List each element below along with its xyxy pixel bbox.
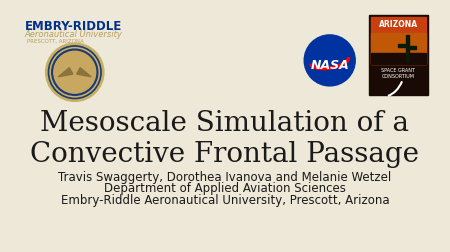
Circle shape xyxy=(304,36,355,86)
Bar xyxy=(409,47,416,49)
Text: ARIZONA: ARIZONA xyxy=(379,20,418,29)
Bar xyxy=(398,45,405,48)
Polygon shape xyxy=(58,68,73,77)
Text: NASA: NASA xyxy=(310,58,349,71)
Text: Travis Swaggerty, Dorothea Ivanova and Melanie Wetzel: Travis Swaggerty, Dorothea Ivanova and M… xyxy=(58,170,392,183)
Polygon shape xyxy=(76,68,91,77)
Text: Mesoscale Simulation of a
Convective Frontal Passage: Mesoscale Simulation of a Convective Fro… xyxy=(31,109,419,167)
Bar xyxy=(369,16,428,96)
Circle shape xyxy=(48,47,101,99)
Bar xyxy=(371,18,426,65)
Text: SPACE GRANT
CONSORTIUM: SPACE GRANT CONSORTIUM xyxy=(382,68,415,79)
Circle shape xyxy=(45,44,104,102)
Text: Aeronautical University: Aeronautical University xyxy=(25,30,122,39)
Text: Department of Applied Aviation Sciences: Department of Applied Aviation Sciences xyxy=(104,182,346,195)
Text: PRESCOTT, ARIZONA: PRESCOTT, ARIZONA xyxy=(27,39,84,43)
Text: Embry-Riddle Aeronautical University, Prescott, Arizona: Embry-Riddle Aeronautical University, Pr… xyxy=(61,194,389,207)
Bar xyxy=(371,34,426,65)
Circle shape xyxy=(54,52,96,94)
Text: EMBRY-RIDDLE: EMBRY-RIDDLE xyxy=(25,20,122,33)
Bar xyxy=(371,54,426,65)
Bar xyxy=(405,36,409,63)
